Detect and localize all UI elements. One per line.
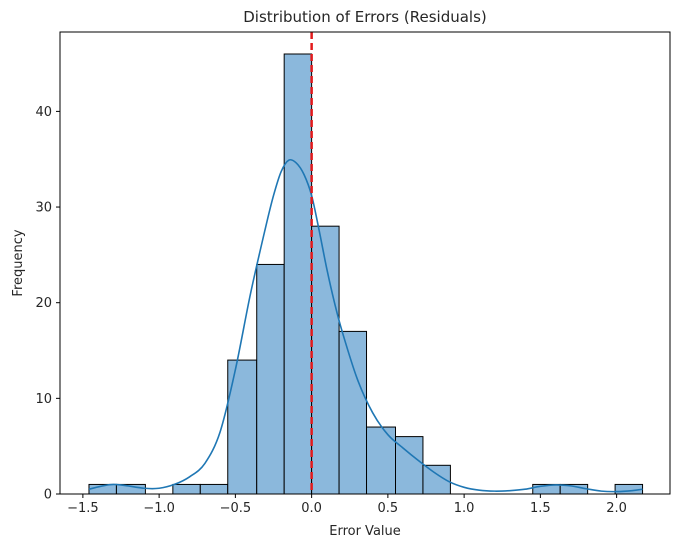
x-tick-label: 0.5	[378, 501, 399, 516]
x-tick-label: 0.0	[301, 501, 322, 516]
kde-group	[88, 158, 643, 493]
bars-group	[88, 53, 644, 495]
y-axis-title: Frequency	[11, 229, 26, 296]
y-tick-label: 20	[35, 296, 52, 311]
plot-frame	[59, 31, 671, 495]
histogram-bar	[172, 483, 201, 495]
histogram-bar	[227, 359, 258, 495]
x-tick-label: −0.5	[220, 501, 252, 516]
y-tick-label: 30	[35, 201, 52, 216]
histogram-bar	[256, 263, 285, 495]
histogram-bar	[311, 225, 340, 495]
histogram-bar	[283, 53, 313, 495]
histogram-bar	[199, 483, 229, 495]
y-axis: 0 10 20 30 40	[35, 105, 60, 503]
y-tick-label: 10	[35, 392, 52, 407]
y-tick-label: 0	[44, 488, 52, 503]
histogram-bar	[338, 330, 368, 495]
kde-curve	[88, 158, 643, 493]
chart-title: Distribution of Errors (Residuals)	[243, 8, 487, 26]
x-tick-label: −1.0	[143, 501, 175, 516]
y-tick-label: 40	[35, 105, 52, 120]
x-tick-label: 1.5	[530, 501, 551, 516]
x-tick-label: 2.0	[606, 501, 627, 516]
x-axis: −1.5 −1.0 −0.5 0.0 0.5 1.0 1.5 2.0	[67, 494, 627, 516]
x-tick-label: 1.0	[454, 501, 475, 516]
x-tick-label: −1.5	[67, 501, 99, 516]
x-axis-title: Error Value	[329, 524, 401, 539]
